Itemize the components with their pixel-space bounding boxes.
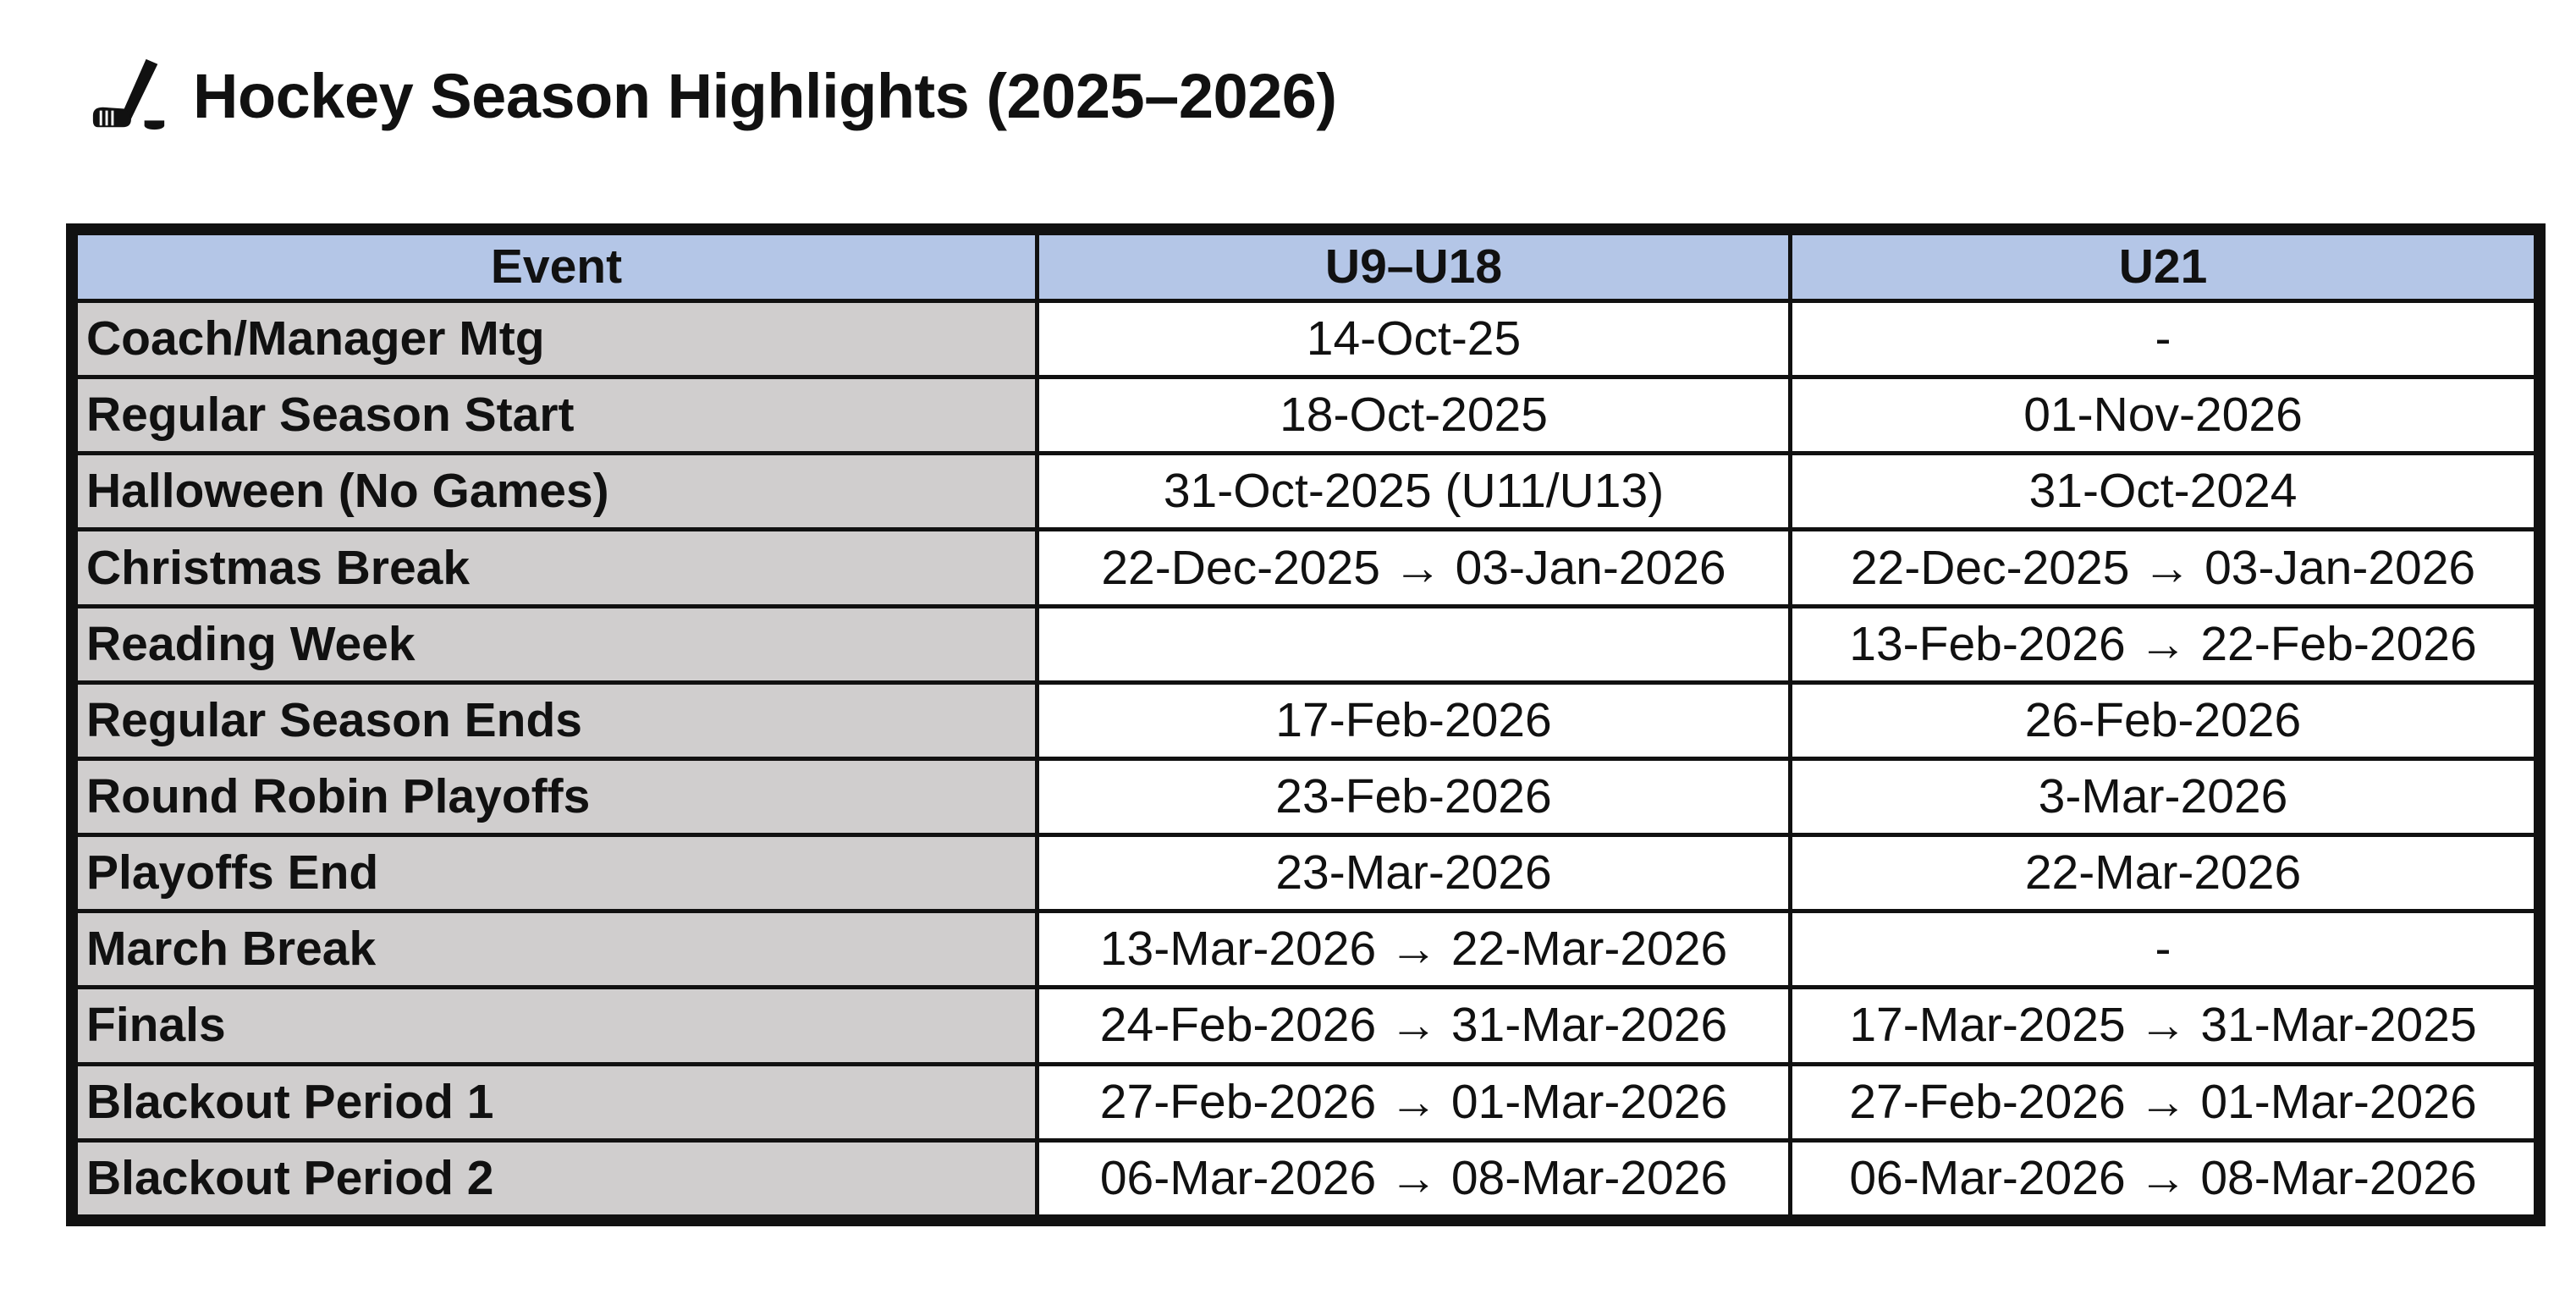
event-cell: Blackout Period 1 — [74, 1061, 1039, 1143]
event-cell: Reading Week — [74, 603, 1039, 685]
event-cell: Christmas Break — [74, 527, 1039, 608]
u9-u18-cell: 22-Dec-2025 → 03-Jan-2026 — [1035, 527, 1792, 608]
column-header-event: Event — [74, 231, 1039, 303]
highlights-table-frame: Event U9–U18 U21 Coach/Manager Mtg 14-Oc… — [66, 223, 2546, 1226]
column-header-u21: U21 — [1788, 231, 2538, 303]
u21-cell: 06-Mar-2026 → 08-Mar-2026 — [1788, 1137, 2538, 1220]
event-cell: Blackout Period 2 — [74, 1137, 1039, 1220]
table-row: Playoffs End 23-Mar-2026 22-Mar-2026 — [74, 833, 2538, 914]
u21-cell: 31-Oct-2024 — [1788, 451, 2538, 532]
u21-cell: 3-Mar-2026 — [1788, 756, 2538, 838]
u21-cell: 26-Feb-2026 — [1788, 680, 2538, 761]
event-cell: March Break — [74, 909, 1039, 990]
event-cell: Regular Season Ends — [74, 680, 1039, 761]
table-row: Round Robin Playoffs 23-Feb-2026 3-Mar-2… — [74, 756, 2538, 838]
u9-u18-cell: 23-Mar-2026 — [1035, 833, 1792, 914]
event-cell: Round Robin Playoffs — [74, 756, 1039, 838]
u9-u18-cell: 24-Feb-2026 → 31-Mar-2026 — [1035, 985, 1792, 1066]
u9-u18-cell: 14-Oct-25 — [1035, 298, 1792, 380]
u9-u18-cell: 06-Mar-2026 → 08-Mar-2026 — [1035, 1137, 1792, 1220]
u21-cell: - — [1788, 298, 2538, 380]
event-cell: Finals — [74, 985, 1039, 1066]
column-header-u9-u18: U9–U18 — [1035, 231, 1792, 303]
u9-u18-cell: 31-Oct-2025 (U11/U13) — [1035, 451, 1792, 532]
u9-u18-cell: 13-Mar-2026 → 22-Mar-2026 — [1035, 909, 1792, 990]
u21-cell: 17-Mar-2025 → 31-Mar-2025 — [1788, 985, 2538, 1066]
table-row: Blackout Period 2 06-Mar-2026 → 08-Mar-2… — [74, 1137, 2538, 1220]
highlights-table: Event U9–U18 U21 Coach/Manager Mtg 14-Oc… — [74, 231, 2538, 1220]
table-header-row: Event U9–U18 U21 — [74, 231, 2538, 303]
u9-u18-cell: 27-Feb-2026 → 01-Mar-2026 — [1035, 1061, 1792, 1143]
table-row: Regular Season Start 18-Oct-2025 01-Nov-… — [74, 375, 2538, 456]
page-title: Hockey Season Highlights (2025–2026) — [193, 60, 1337, 131]
table-row: Halloween (No Games) 31-Oct-2025 (U11/U1… — [74, 451, 2538, 532]
u21-cell: 22-Mar-2026 — [1788, 833, 2538, 914]
table-row: Coach/Manager Mtg 14-Oct-25 - — [74, 298, 2538, 380]
u21-cell: - — [1788, 909, 2538, 990]
u21-cell: 13-Feb-2026 → 22-Feb-2026 — [1788, 603, 2538, 685]
u9-u18-cell: 23-Feb-2026 — [1035, 756, 1792, 838]
u9-u18-cell — [1035, 603, 1792, 685]
u21-cell: 27-Feb-2026 → 01-Mar-2026 — [1788, 1061, 2538, 1143]
u21-cell: 22-Dec-2025 → 03-Jan-2026 — [1788, 527, 2538, 608]
table-row: Finals 24-Feb-2026 → 31-Mar-2026 17-Mar-… — [74, 985, 2538, 1066]
table-row: Regular Season Ends 17-Feb-2026 26-Feb-2… — [74, 680, 2538, 761]
event-cell: Playoffs End — [74, 833, 1039, 914]
title-row: Hockey Season Highlights (2025–2026) — [88, 49, 1337, 142]
u21-cell: 01-Nov-2026 — [1788, 375, 2538, 456]
u9-u18-cell: 18-Oct-2025 — [1035, 375, 1792, 456]
table-row: Christmas Break 22-Dec-2025 → 03-Jan-202… — [74, 527, 2538, 608]
table-row: Reading Week 13-Feb-2026 → 22-Feb-2026 — [74, 603, 2538, 685]
table-row: Blackout Period 1 27-Feb-2026 → 01-Mar-2… — [74, 1061, 2538, 1143]
event-cell: Coach/Manager Mtg — [74, 298, 1039, 380]
hockey-stick-icon — [88, 54, 171, 137]
u9-u18-cell: 17-Feb-2026 — [1035, 680, 1792, 761]
event-cell: Halloween (No Games) — [74, 451, 1039, 532]
table-row: March Break 13-Mar-2026 → 22-Mar-2026 - — [74, 909, 2538, 990]
event-cell: Regular Season Start — [74, 375, 1039, 456]
